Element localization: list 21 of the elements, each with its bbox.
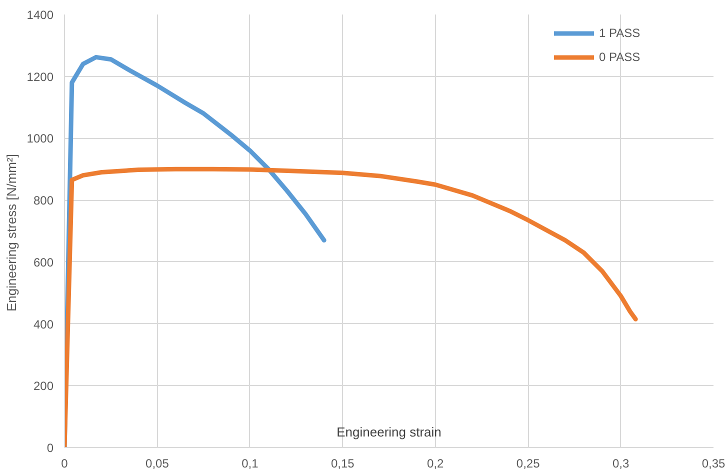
y-tick-label: 200 [33, 379, 54, 394]
y-tick-label: 600 [33, 255, 54, 270]
legend-label: 1 PASS [599, 26, 640, 40]
y-axis-title: Engineering stress [N/mm²] [4, 154, 19, 312]
y-tick-label: 800 [33, 194, 54, 208]
y-tick-label: 1400 [26, 8, 54, 22]
y-tick-label: 1000 [26, 132, 54, 146]
line-series [64, 166, 638, 448]
x-axis-title: Engineering strain [336, 424, 442, 440]
x-tick-label: 0,05 [146, 456, 170, 470]
x-tick-label: 0,2 [427, 456, 444, 470]
y-tick-label: 0 [46, 441, 54, 455]
x-tick-label: 0,3 [612, 456, 630, 470]
x-tick-label: 0,15 [330, 456, 355, 470]
y-tick-label: 400 [33, 317, 54, 332]
x-tick-label: 0,1 [242, 456, 259, 470]
y-tick-label: 1200 [26, 70, 54, 84]
x-tick-label: 0,35 [702, 456, 726, 470]
legend-label: 0 PASS [599, 50, 640, 64]
x-tick-label: 0,25 [516, 456, 540, 470]
x-tick-label: 0 [61, 456, 68, 470]
